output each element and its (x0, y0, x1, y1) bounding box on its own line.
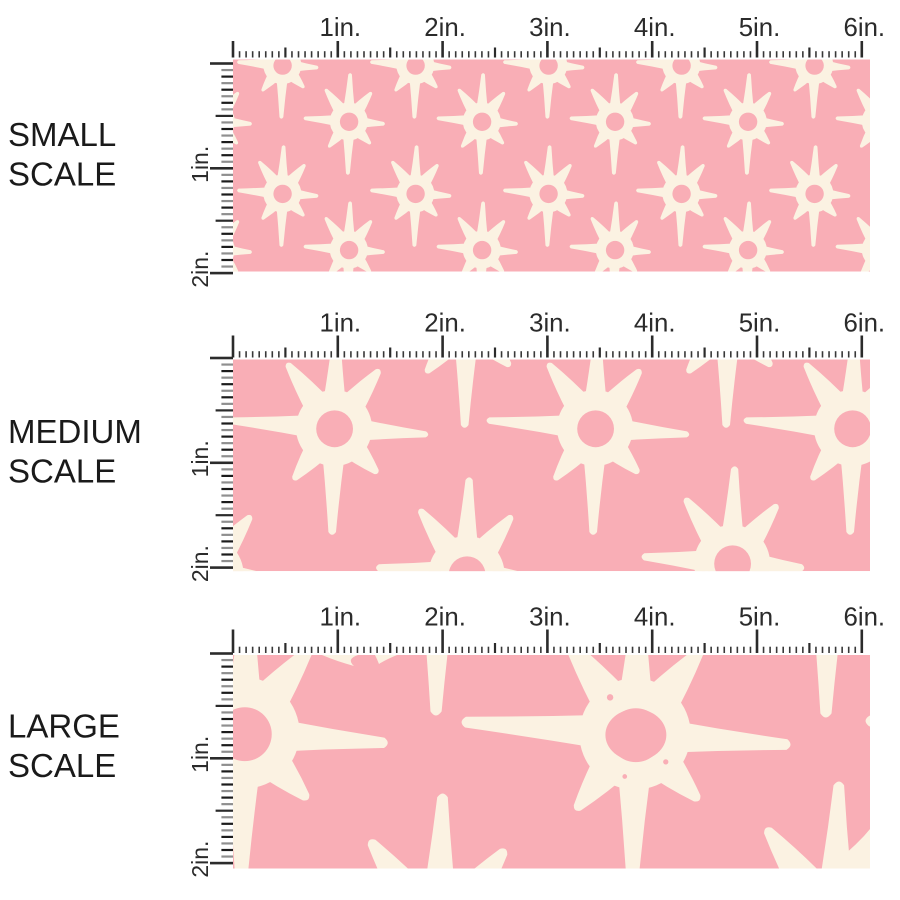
svg-text:3in.: 3in. (529, 14, 571, 42)
svg-text:1in.: 1in. (320, 604, 362, 632)
svg-text:4in.: 4in. (634, 604, 676, 632)
svg-text:2in.: 2in. (187, 251, 213, 288)
svg-text:6in.: 6in. (844, 14, 886, 42)
svg-text:1in.: 1in. (187, 440, 213, 477)
svg-text:SCALE: SCALE (8, 156, 116, 193)
svg-text:1in.: 1in. (187, 146, 213, 183)
svg-text:1in.: 1in. (320, 14, 362, 42)
svg-text:SCALE: SCALE (8, 453, 116, 490)
svg-text:SMALL: SMALL (8, 116, 116, 153)
svg-text:2in.: 2in. (187, 841, 213, 878)
svg-text:1in.: 1in. (187, 736, 213, 773)
svg-text:3in.: 3in. (529, 310, 571, 338)
svg-text:2in.: 2in. (187, 545, 213, 582)
svg-text:2in.: 2in. (424, 14, 466, 42)
svg-text:6in.: 6in. (844, 310, 886, 338)
svg-text:6in.: 6in. (844, 604, 886, 632)
svg-text:4in.: 4in. (634, 310, 676, 338)
svg-text:SCALE: SCALE (8, 747, 116, 784)
svg-text:5in.: 5in. (739, 604, 781, 632)
svg-text:2in.: 2in. (424, 604, 466, 632)
svg-text:5in.: 5in. (739, 14, 781, 42)
svg-text:MEDIUM: MEDIUM (8, 413, 142, 450)
svg-text:4in.: 4in. (634, 14, 676, 42)
svg-text:LARGE: LARGE (8, 708, 120, 745)
svg-text:5in.: 5in. (739, 310, 781, 338)
svg-text:1in.: 1in. (320, 310, 362, 338)
svg-text:2in.: 2in. (424, 310, 466, 338)
svg-text:3in.: 3in. (529, 604, 571, 632)
